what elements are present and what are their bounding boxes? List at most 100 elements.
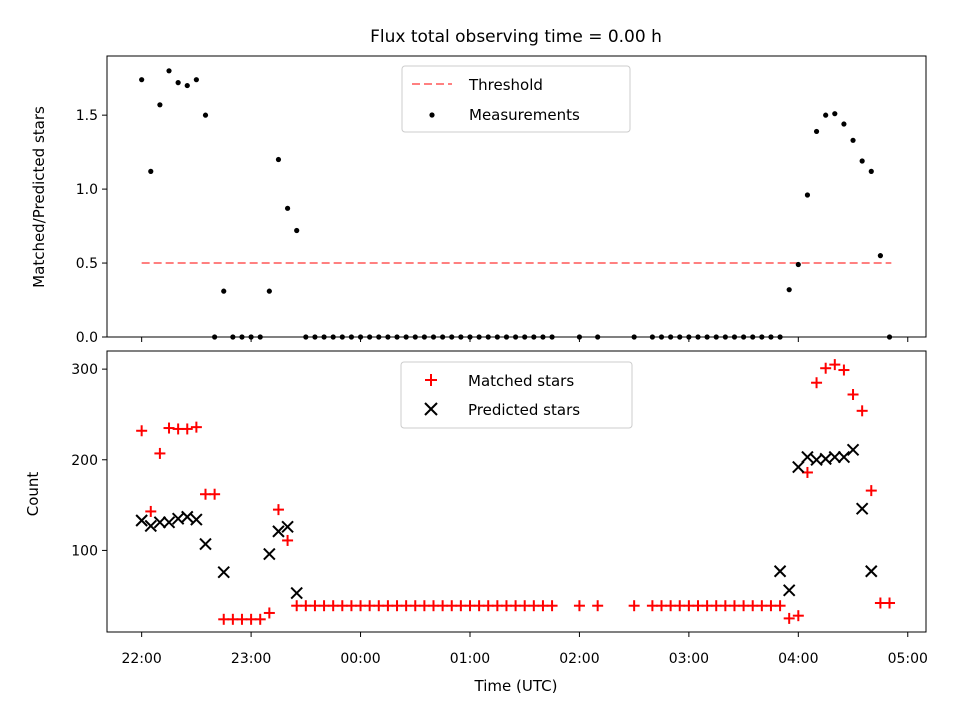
predicted-point (181, 510, 194, 524)
matched-point (628, 600, 640, 612)
chart-title: Flux total observing time = 0.00 h (370, 27, 662, 47)
predicted-point (281, 520, 294, 534)
predicted-point (190, 513, 203, 526)
bottom-panel: 100 200 300 22:00 23:00 00:00 01:00 02:00 03:00… (24, 350, 928, 695)
y-tick-label: 1.5 (76, 108, 98, 124)
measurement-point (193, 77, 199, 83)
matched-point (792, 610, 804, 622)
bottom-y-axis-label: Count (24, 472, 42, 517)
x-axis-label: Time (UTC) (474, 677, 558, 695)
top-legend-box (401, 65, 631, 133)
legend-predicted-label: Predicted stars (468, 401, 580, 419)
measurement-point (157, 102, 163, 108)
y-tick-label: 100 (71, 543, 98, 559)
measurement-point (202, 112, 209, 118)
matched-point (209, 488, 221, 500)
legend-predicted-swatch (424, 402, 438, 416)
measurement-point (813, 128, 820, 135)
bottom-y-ticks: 100 200 300 (71, 362, 107, 559)
measurement-point (859, 158, 865, 164)
matched-point (865, 485, 877, 497)
measurement-point (266, 288, 272, 294)
measurement-point (166, 68, 172, 74)
x-tick-label: 04:00 (778, 651, 818, 667)
measurement-point (175, 80, 181, 86)
matched-point (181, 423, 193, 435)
top-y-axis-label: Matched/Predicted stars (30, 106, 48, 288)
matched-point (136, 425, 148, 437)
measurement-point (294, 227, 300, 234)
matched-point (145, 505, 157, 517)
predicted-point (135, 514, 148, 527)
x-tick-label: 00:00 (340, 651, 380, 667)
top-x-ticks (141, 337, 909, 342)
measurement-point (275, 156, 282, 163)
legend-threshold-label: Threshold (468, 76, 543, 94)
top-y-ticks: 0.0 0.5 1.0 1.5 (76, 108, 107, 346)
x-tick-label: 22:00 (121, 651, 161, 667)
y-tick-label: 1.0 (76, 182, 98, 198)
measurement-point (795, 261, 801, 268)
matched-point (820, 362, 832, 374)
x-tick-label: 02:00 (559, 651, 599, 667)
predicted-point (828, 450, 842, 464)
matched-point (263, 607, 275, 619)
matched-point (546, 600, 558, 612)
measurement-point (850, 137, 856, 143)
predicted-point (199, 537, 212, 551)
measurement-point (877, 253, 883, 259)
predicted-point (153, 516, 167, 529)
measurement-point (841, 121, 847, 127)
predicted-point (290, 586, 303, 600)
bottom-axes-frame (106, 350, 927, 633)
legend-matched-swatch (425, 374, 437, 386)
predicted-point (865, 565, 878, 578)
matched-point (190, 421, 202, 433)
measurement-point (786, 287, 792, 293)
matched-point (829, 359, 841, 371)
x-tick-label: 01:00 (450, 651, 490, 667)
matched-point (811, 377, 823, 389)
bottom-legend: Matched stars Predicted stars (400, 361, 633, 429)
predicted-point (162, 516, 176, 529)
x-tick-label: 05:00 (888, 651, 928, 667)
predicted-point (782, 584, 796, 597)
bottom-marks (135, 359, 896, 625)
predicted-point (801, 450, 814, 464)
legend-matched-label: Matched stars (468, 372, 574, 390)
measurement-point (284, 205, 291, 211)
matched-point (838, 364, 850, 376)
top-axes-frame (106, 55, 927, 338)
matched-point (774, 600, 786, 612)
measurement-point (868, 168, 874, 174)
matched-point (884, 597, 896, 609)
measurement-point (148, 168, 154, 174)
top-legend: Threshold Measurements (401, 65, 631, 133)
matched-point (154, 447, 166, 459)
measurement-point (804, 192, 811, 198)
predicted-point (846, 443, 860, 457)
measurement-point (184, 82, 190, 89)
predicted-point (837, 450, 851, 464)
top-panel: Flux total observing time = 0.00 h 0.00.… (30, 27, 927, 346)
matched-point (272, 504, 284, 516)
predicted-point (773, 565, 787, 578)
measurement-point (823, 112, 829, 118)
predicted-point (792, 460, 805, 474)
predicted-point (855, 502, 869, 515)
bottom-legend-box (400, 361, 633, 429)
y-tick-label: 0.5 (76, 256, 98, 272)
predicted-point (217, 565, 230, 579)
bottom-x-ticks: 22:00 23:00 00:00 01:00 02:00 03:00 04:00 05:00 (121, 632, 928, 667)
matched-point (847, 389, 859, 401)
measurement-point (221, 288, 227, 294)
matched-point (282, 534, 294, 546)
y-tick-label: 200 (71, 453, 98, 469)
legend-measurements-label: Measurements (469, 106, 580, 124)
matched-point (254, 613, 266, 625)
y-tick-label: 300 (71, 362, 98, 378)
measurement-point (832, 111, 838, 117)
matched-point (592, 600, 604, 612)
x-tick-label: 03:00 (669, 651, 709, 667)
